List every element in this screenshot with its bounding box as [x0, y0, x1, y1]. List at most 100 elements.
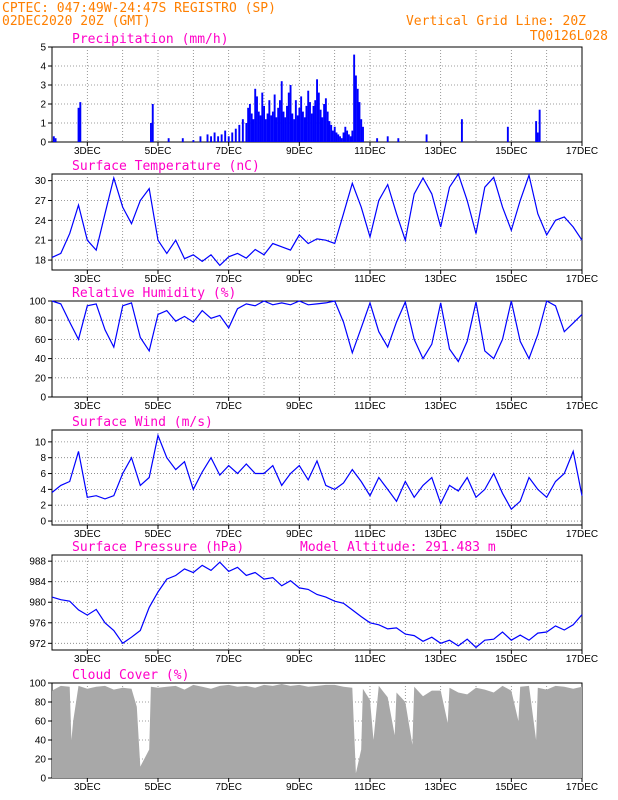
precipitation-bar	[77, 107, 80, 142]
pressure-panel: 972 976 980 984 988 3DEC 5DEC 7DEC 9DEC 11DEC 13DE…	[29, 540, 598, 665]
wind-ytick-label: 6	[40, 469, 46, 480]
precipitation-bar	[351, 130, 354, 142]
precipitation-bar	[358, 102, 361, 142]
wind-frame	[51, 429, 583, 526]
precipitation-bar	[326, 111, 329, 142]
pressure-series-line	[51, 561, 583, 649]
panels-container: 0 1 2 3 4 5 3DEC 5DEC 7DEC 9DEC 11DEC 13DEC 15DEC 17D…	[29, 32, 598, 793]
precipitation-bar	[344, 126, 347, 142]
cloud-cover-xtick-label: 5DEC	[145, 782, 172, 793]
precipitation-bar	[506, 126, 509, 142]
wind-ytick-label: 8	[40, 453, 46, 464]
cloud-cover-xtick-label: 3DEC	[74, 782, 101, 793]
temperature-ytick-label: 30	[35, 176, 47, 187]
wind-ytick-label: 0	[40, 517, 46, 528]
precipitation-bar	[210, 136, 212, 142]
temperature-xtick-label: 7DEC	[215, 274, 242, 285]
temperature-ytick-label: 21	[35, 236, 47, 247]
precipitation-bar	[286, 105, 288, 142]
humidity-frame	[51, 300, 583, 398]
precipitation-bar	[335, 132, 338, 142]
humidity-panel: 0 20 40 60 80 100 3DEC 5DEC 7DEC 9DEC 11DEC 13DEC 15…	[29, 286, 598, 412]
humidity-xtick-label: 9DEC	[286, 401, 313, 412]
precipitation-bar	[354, 75, 357, 142]
precipitation-bar	[199, 136, 202, 142]
temperature-title: Surface Temperature (nC)	[72, 159, 260, 174]
wind-series-line	[51, 433, 583, 511]
wind-xtick-label: 11DEC	[354, 529, 386, 540]
precipitation-bar	[360, 119, 363, 142]
precipitation-bar	[353, 54, 356, 142]
wind-xtick-label: 15DEC	[495, 529, 527, 540]
wind-xtick-label: 13DEC	[425, 529, 457, 540]
humidity-xtick-label: 15DEC	[495, 401, 527, 412]
precipitation-ytick-label: 3	[40, 81, 46, 92]
precipitation-xtick-label: 5DEC	[145, 146, 172, 157]
pressure-ytick-label: 972	[29, 639, 46, 650]
precipitation-bar	[303, 117, 306, 142]
cloud-cover-xtick-label: 9DEC	[286, 782, 313, 793]
pressure-xtick-label: 17DEC	[566, 654, 598, 665]
precipitation-bar	[248, 104, 251, 142]
temperature-xtick-label: 5DEC	[145, 274, 172, 285]
cloud-cover-ytick-label: 20	[35, 755, 47, 766]
precipitation-ytick-label: 1	[40, 119, 46, 130]
precipitation-bar	[275, 117, 278, 142]
precipitation-bar	[224, 130, 227, 142]
precipitation-xtick-label: 9DEC	[286, 146, 313, 157]
temperature-ytick-label: 18	[35, 256, 47, 267]
precipitation-bar	[291, 113, 294, 142]
cloud-cover-ytick-label: 80	[35, 698, 47, 709]
pressure-xtick-label: 3DEC	[74, 654, 101, 665]
humidity-ytick-label: 100	[29, 297, 46, 308]
precipitation-bar	[271, 111, 274, 142]
precipitation-bar	[300, 96, 303, 142]
precipitation-xtick-label: 13DEC	[425, 146, 457, 157]
precipitation-bar	[54, 138, 57, 142]
cloud-cover-ytick-label: 0	[40, 774, 46, 785]
humidity-xtick-label: 5DEC	[145, 401, 172, 412]
precipitation-bar	[167, 138, 170, 142]
precipitation-xtick-label: 15DEC	[495, 146, 527, 157]
cloud-cover-xtick-label: 15DEC	[495, 782, 527, 793]
precipitation-panel: 0 1 2 3 4 5 3DEC 5DEC 7DEC 9DEC 11DEC 13DEC 15DEC 17D…	[40, 32, 598, 157]
precipitation-bar	[330, 124, 333, 142]
precipitation-bar	[238, 124, 241, 142]
wind-ytick-label: 2	[40, 501, 46, 512]
precipitation-title: Precipitation (mm/h)	[72, 32, 229, 47]
header-station: CPTEC: 047:49W-24:47S REGISTRO (SP)	[2, 1, 276, 16]
precipitation-bar	[247, 107, 250, 142]
precipitation-bar	[192, 140, 195, 142]
humidity-series-line	[51, 300, 583, 363]
precipitation-ytick-label: 5	[40, 43, 46, 54]
precipitation-bar	[264, 119, 267, 142]
precipitation-bar	[339, 136, 341, 142]
precipitation-bar	[347, 134, 350, 142]
precipitation-bar	[254, 88, 257, 142]
precipitation-bar	[305, 105, 308, 142]
cloud-cover-panel: 0 20 40 60 80 100 3DEC 5DEC 7DEC 9DEC 11DEC 13DEC 15…	[29, 668, 598, 793]
precipitation-bar	[319, 109, 322, 142]
precipitation-bar	[349, 136, 352, 142]
precipitation-bar	[231, 132, 234, 142]
pressure-ytick-label: 980	[29, 598, 46, 609]
temperature-frame	[51, 173, 583, 271]
precipitation-bar	[270, 115, 273, 142]
humidity-xtick-label: 17DEC	[566, 401, 598, 412]
pressure-annotation: Model Altitude: 291.483 m	[300, 540, 496, 555]
precipitation-bar	[261, 92, 264, 142]
cloud-cover-xtick-label: 17DEC	[566, 782, 598, 793]
pressure-title: Surface Pressure (hPa)	[72, 540, 244, 555]
header-date: 02DEC2020 20Z (GMT)	[2, 14, 151, 29]
precipitation-bar	[227, 136, 230, 142]
temperature-ytick-label: 27	[35, 196, 47, 207]
precipitation-bar	[277, 107, 280, 142]
cloud-cover-area	[52, 684, 582, 778]
precipitation-bar	[340, 138, 343, 142]
wind-xtick-label: 17DEC	[566, 529, 598, 540]
precipitation-bar	[317, 92, 320, 142]
precipitation-bar	[245, 123, 248, 142]
humidity-ytick-label: 40	[35, 354, 47, 365]
wind-ytick-label: 10	[35, 437, 47, 448]
